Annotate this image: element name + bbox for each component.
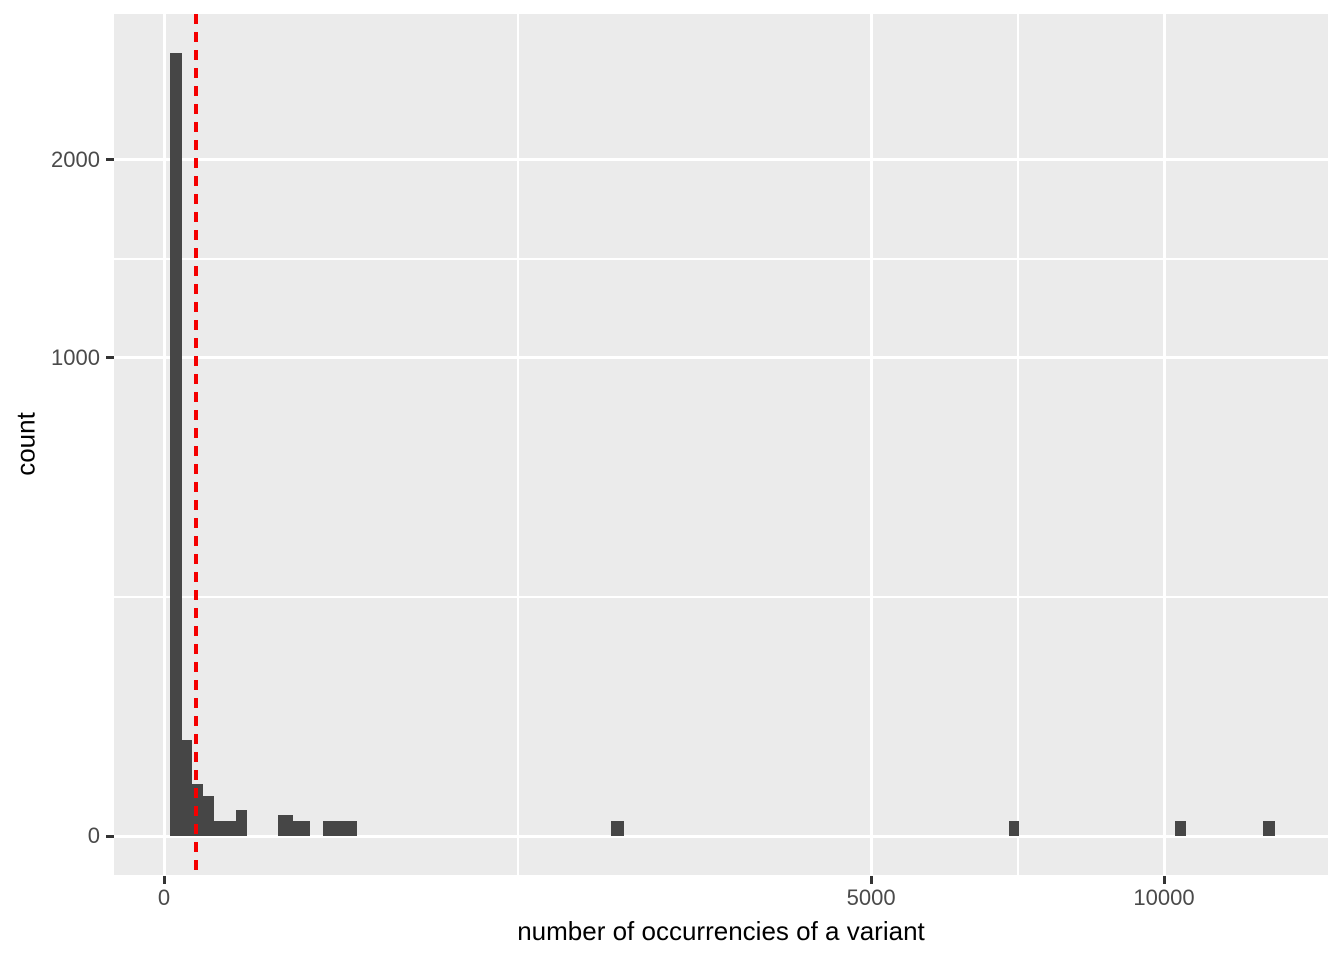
x-axis-title: number of occurrencies of a variant bbox=[517, 916, 925, 946]
y-axis-title: count bbox=[10, 412, 41, 476]
histogram-bar bbox=[1174, 820, 1186, 836]
y-tick-label: 0 bbox=[87, 823, 100, 848]
x-major-gridline bbox=[869, 14, 873, 875]
y-minor-gridline bbox=[114, 257, 1328, 260]
histogram-bar bbox=[181, 740, 192, 836]
histogram-bar bbox=[236, 809, 248, 836]
plot-panel bbox=[114, 14, 1328, 875]
x-tick-mark bbox=[869, 876, 873, 884]
x-major-gridline bbox=[162, 14, 166, 875]
histogram-bar bbox=[292, 820, 310, 836]
y-major-gridline bbox=[114, 834, 1328, 838]
x-tick-label: 10000 bbox=[1133, 885, 1195, 910]
histogram-bar bbox=[1263, 820, 1276, 836]
histogram-bar bbox=[170, 53, 182, 836]
y-tick-label: 2000 bbox=[51, 146, 100, 172]
histogram-bar bbox=[214, 820, 237, 836]
x-minor-gridline bbox=[516, 14, 519, 875]
histogram-bar bbox=[278, 814, 293, 836]
y-minor-gridline bbox=[114, 595, 1328, 598]
x-tick-label: 0 bbox=[157, 885, 171, 910]
x-tick-mark bbox=[162, 876, 166, 884]
y-tick-mark bbox=[106, 834, 114, 838]
x-tick-mark bbox=[1162, 876, 1166, 884]
histogram-bar bbox=[611, 820, 624, 836]
mean-reference-line bbox=[193, 14, 198, 875]
histogram-bar bbox=[323, 820, 358, 836]
y-major-gridline bbox=[114, 158, 1328, 162]
histogram-bar bbox=[203, 796, 214, 836]
x-major-gridline bbox=[1162, 14, 1166, 875]
y-major-gridline bbox=[114, 356, 1328, 360]
y-tick-mark bbox=[106, 356, 114, 360]
y-tick-label: 1000 bbox=[51, 344, 100, 370]
x-minor-gridline bbox=[1016, 14, 1019, 875]
y-tick-mark bbox=[106, 158, 114, 162]
x-tick-label: 5000 bbox=[846, 885, 896, 910]
histogram-bar bbox=[1008, 820, 1019, 836]
